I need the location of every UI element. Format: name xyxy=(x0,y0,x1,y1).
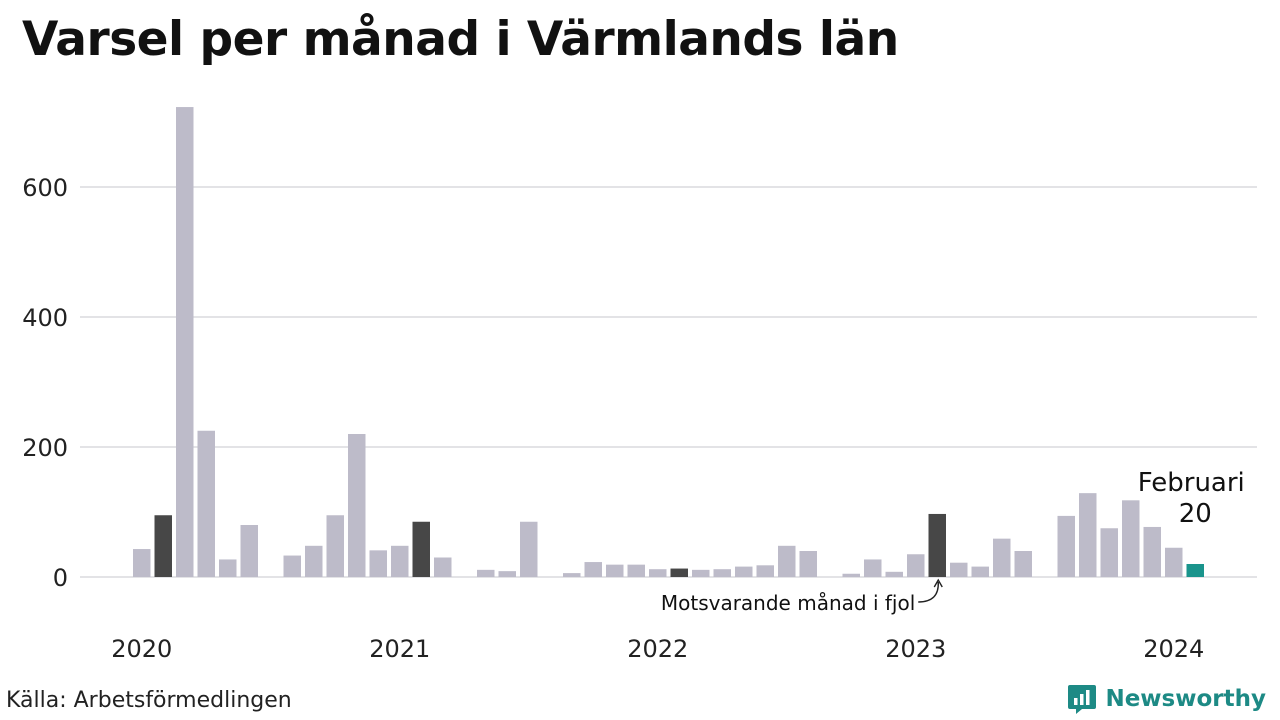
x-tick-label: 2020 xyxy=(111,635,172,663)
y-tick-label: 200 xyxy=(22,434,68,462)
bar xyxy=(971,566,989,577)
bar xyxy=(1165,547,1183,577)
bar xyxy=(391,545,409,577)
y-axis-tick-labels: 0 200 400 600 xyxy=(22,174,68,592)
current-month-label: Februari xyxy=(1138,468,1245,498)
x-axis-tick-labels: 2020 2021 2022 2023 2024 xyxy=(111,635,1204,663)
brand[interactable]: Newsworthy xyxy=(1067,683,1266,715)
bar xyxy=(520,521,538,577)
bar xyxy=(842,573,860,577)
bar xyxy=(735,566,753,577)
bar xyxy=(348,434,366,577)
bar xyxy=(219,559,237,577)
bar xyxy=(197,430,215,577)
x-tick-label: 2022 xyxy=(627,635,688,663)
bar xyxy=(606,564,624,577)
bar xyxy=(434,557,452,577)
y-tick-label: 600 xyxy=(22,174,68,202)
bar xyxy=(799,551,817,577)
brand-name: Newsworthy xyxy=(1105,686,1266,712)
bar-same-month-last-year xyxy=(154,515,172,577)
bar xyxy=(1014,551,1032,577)
bar xyxy=(885,571,903,577)
bar xyxy=(283,555,301,577)
bar xyxy=(993,538,1011,577)
bars xyxy=(133,107,1204,578)
bar-same-month-last-year xyxy=(670,568,688,577)
bar xyxy=(692,569,710,577)
current-value-label: 20 xyxy=(1179,499,1212,529)
same-month-arrow xyxy=(918,581,939,603)
bar xyxy=(305,545,323,577)
same-month-note: Motsvarande månad i fjol xyxy=(661,591,915,615)
bar xyxy=(950,562,968,577)
bar xyxy=(1057,515,1075,577)
x-tick-label: 2024 xyxy=(1143,635,1204,663)
bar-current-month xyxy=(1186,564,1204,577)
bar xyxy=(1143,526,1161,577)
y-tick-label: 0 xyxy=(53,564,68,592)
bar xyxy=(1122,500,1140,577)
bar xyxy=(649,569,667,577)
annotations: Februari 20 Motsvarande månad i fjol xyxy=(661,468,1245,615)
bar xyxy=(176,107,194,578)
bar xyxy=(563,573,581,577)
bar xyxy=(778,545,796,577)
bar-chart: 0 200 400 600 2020 2021 2022 2023 2024 Februari… xyxy=(22,107,1257,663)
bar xyxy=(864,559,882,577)
same-month-arrowhead xyxy=(933,578,943,588)
bar xyxy=(627,564,645,577)
bar xyxy=(369,550,387,577)
bar xyxy=(584,562,602,577)
bar xyxy=(1079,493,1097,577)
x-tick-label: 2023 xyxy=(885,635,946,663)
bar xyxy=(133,549,151,577)
bar-same-month-last-year xyxy=(412,521,430,577)
x-tick-label: 2021 xyxy=(369,635,430,663)
bar-same-month-last-year xyxy=(928,513,946,577)
chart-title: Varsel per månad i Värmlands län xyxy=(22,12,899,67)
bar xyxy=(326,515,344,577)
bar xyxy=(713,569,731,577)
bar xyxy=(756,565,774,577)
y-tick-label: 400 xyxy=(22,304,68,332)
source-note: Källa: Arbetsförmedlingen xyxy=(6,688,292,713)
bar xyxy=(498,571,516,577)
bar xyxy=(477,569,495,577)
bar xyxy=(1100,528,1118,577)
bar xyxy=(907,554,925,577)
newsworthy-logo-icon xyxy=(1068,685,1097,714)
bar xyxy=(240,525,258,577)
